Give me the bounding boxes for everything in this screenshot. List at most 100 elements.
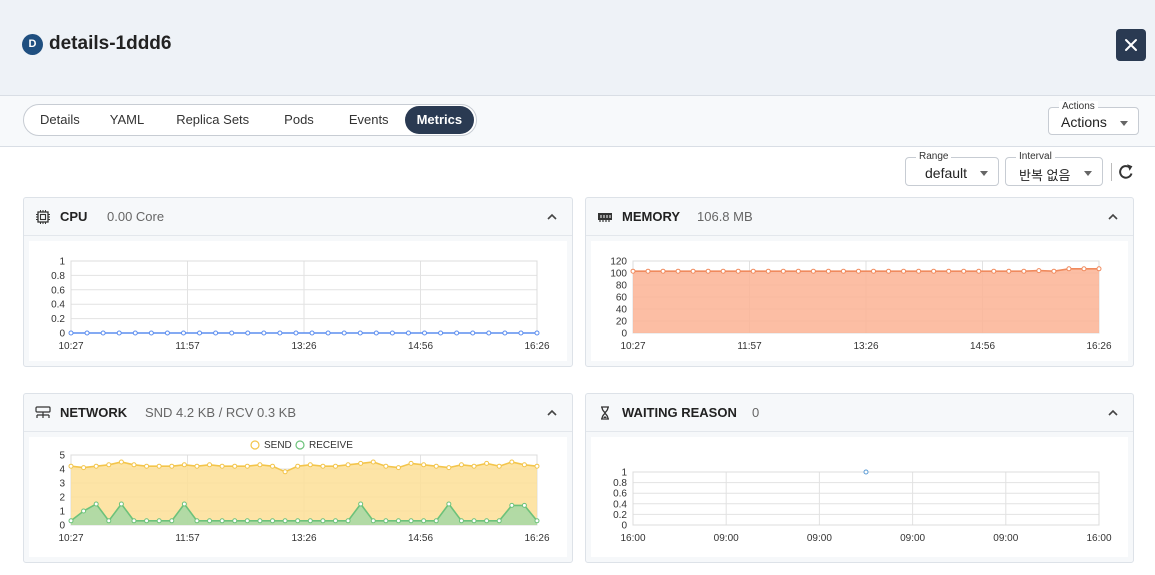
- network-panel: NETWORK SND 4.2 KB / RCV 0.3 KB 0 1 2 3 4 5 10…: [23, 393, 573, 563]
- y-tick-label: 60: [616, 293, 628, 304]
- cpu-point: [68, 330, 74, 336]
- x-tick-label: 14:56: [408, 341, 433, 352]
- cpu-point: [164, 330, 170, 336]
- waiting-panel: WAITING REASON 0 0 0.2 0.4 0.6 0.8 1 16:00 09:0…: [585, 393, 1134, 563]
- y-tick-label: 5: [59, 451, 65, 462]
- x-tick-label: 16:26: [1086, 341, 1111, 352]
- interval-select[interactable]: Interval 반복 없음: [1005, 151, 1103, 186]
- y-tick-label: 40: [616, 305, 628, 316]
- network-chart-area: 0 1 2 3 4 5 10:27 11:57 13:26 14:56 16:26 SEND RECEI…: [29, 437, 567, 557]
- close-button[interactable]: [1116, 29, 1146, 61]
- cpu-point: [132, 330, 138, 336]
- receive-point: [484, 518, 490, 524]
- divider: [1111, 163, 1112, 181]
- refresh-icon[interactable]: [1117, 162, 1135, 182]
- memory-point: [961, 268, 967, 274]
- range-select[interactable]: Range default: [905, 151, 999, 186]
- receive-point: [207, 518, 213, 524]
- cpu-point: [341, 330, 347, 336]
- cpu-point: [405, 330, 411, 336]
- memory-value: 106.8 MB: [697, 209, 753, 224]
- tab-details[interactable]: Details: [40, 112, 80, 127]
- chevron-up-icon[interactable]: [546, 408, 558, 418]
- waiting-panel-header[interactable]: WAITING REASON 0: [586, 394, 1133, 432]
- cpu-point: [534, 330, 540, 336]
- receive-point: [433, 518, 439, 524]
- y-tick-label: 0.8: [51, 271, 65, 282]
- y-tick-label: 0.6: [51, 285, 65, 296]
- cpu-point: [454, 330, 460, 336]
- cpu-point: [373, 330, 379, 336]
- tab-events[interactable]: Events: [348, 112, 389, 127]
- receive-point: [244, 518, 250, 524]
- receive-point: [156, 518, 162, 524]
- tab-pods[interactable]: Pods: [284, 112, 314, 127]
- x-tick-label: 10:27: [620, 341, 645, 352]
- receive-point: [534, 518, 540, 524]
- cpu-point: [470, 330, 476, 336]
- send-point: [244, 463, 250, 469]
- interval-value: 반복 없음: [1019, 168, 1071, 183]
- cpu-point: [148, 330, 154, 336]
- x-tick-label: 16:26: [524, 341, 549, 352]
- chevron-up-icon[interactable]: [546, 212, 558, 222]
- memory-panel: MEMORY 106.8 MB 0 20 40 60 80 100 120 10:27 11:5…: [585, 197, 1134, 367]
- y-tick-label: 0.4: [613, 499, 627, 510]
- send-point: [207, 462, 213, 468]
- tab-bar: Details YAML Replica Sets Pods Events Me…: [0, 96, 1155, 147]
- memory-point: [1006, 268, 1012, 274]
- memory-panel-header[interactable]: MEMORY 106.8 MB: [586, 198, 1133, 236]
- interval-label: Interval: [1016, 151, 1055, 163]
- send-area: [71, 462, 537, 525]
- memory-point: [675, 268, 681, 274]
- receive-point: [496, 518, 502, 524]
- y-tick-label: 0.4: [51, 300, 65, 311]
- memory-point: [795, 268, 801, 274]
- receive-point: [395, 518, 401, 524]
- y-tick-label: 100: [610, 269, 627, 280]
- chevron-down-icon: [1120, 121, 1128, 126]
- x-tick-label: 16:00: [620, 533, 645, 544]
- receive-point: [68, 518, 74, 524]
- send-point: [458, 462, 464, 468]
- receive-point: [118, 501, 124, 507]
- receive-point: [295, 518, 301, 524]
- memory-point: [1051, 268, 1057, 274]
- chevron-up-icon[interactable]: [1107, 212, 1119, 222]
- send-point: [282, 469, 288, 475]
- memory-point: [901, 268, 907, 274]
- range-value: default: [925, 165, 968, 181]
- receive-point: [320, 518, 326, 524]
- memory-point: [1021, 268, 1027, 274]
- x-tick-label: 16:26: [524, 533, 549, 544]
- y-tick-label: 0: [59, 329, 65, 340]
- chevron-up-icon[interactable]: [1107, 408, 1119, 418]
- receive-point: [521, 502, 527, 508]
- memory-point: [750, 268, 756, 274]
- tab-yaml[interactable]: YAML: [109, 112, 145, 127]
- actions-value: Actions: [1061, 114, 1107, 130]
- memory-point: [825, 268, 831, 274]
- send-point: [320, 463, 326, 469]
- cpu-point: [100, 330, 106, 336]
- cpu-panel: CPU 0.00 Core 0 0.2 0.4 0.6 0.8 1 10:27 11:57 13…: [23, 197, 573, 367]
- cpu-panel-header[interactable]: CPU 0.00 Core: [24, 198, 572, 236]
- tab-metrics[interactable]: Metrics: [404, 106, 475, 134]
- network-panel-header[interactable]: NETWORK SND 4.2 KB / RCV 0.3 KB: [24, 394, 572, 432]
- cpu-point: [518, 330, 524, 336]
- send-point: [496, 463, 502, 469]
- send-point: [156, 463, 162, 469]
- hourglass-icon: [601, 406, 609, 420]
- tab-replica-sets[interactable]: Replica Sets: [176, 112, 250, 127]
- actions-select[interactable]: Actions Actions: [1048, 101, 1139, 135]
- send-point: [93, 463, 99, 469]
- send-point: [118, 459, 124, 465]
- y-tick-label: 1: [621, 468, 627, 479]
- x-tick-label: 11:57: [175, 533, 200, 544]
- send-point: [307, 462, 313, 468]
- receive-point: [471, 518, 477, 524]
- waiting-value: 0: [752, 405, 760, 420]
- actions-label: Actions: [1059, 101, 1098, 113]
- x-tick-label: 16:00: [1086, 533, 1111, 544]
- send-point: [471, 463, 477, 469]
